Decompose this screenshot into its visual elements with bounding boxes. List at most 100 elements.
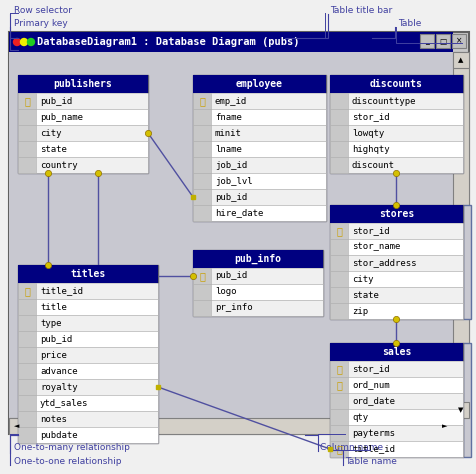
Text: ₽: ₽	[336, 226, 341, 236]
Text: qty: qty	[351, 412, 367, 421]
Bar	[193, 268, 322, 284]
Text: logo: logo	[215, 288, 236, 297]
Bar	[329, 377, 347, 393]
Bar	[9, 418, 25, 434]
Bar	[18, 331, 36, 347]
Bar	[18, 157, 148, 173]
Bar	[18, 331, 158, 347]
Bar	[452, 52, 468, 418]
Text: ▲: ▲	[457, 57, 463, 63]
Bar	[193, 75, 325, 221]
Text: ₽: ₽	[24, 96, 30, 106]
Bar	[329, 287, 347, 303]
Text: lname: lname	[215, 145, 241, 154]
Text: ₽: ₽	[198, 271, 205, 281]
Text: One-to-one relationship: One-to-one relationship	[14, 457, 121, 466]
Text: payterms: payterms	[351, 428, 394, 438]
Text: price: price	[40, 350, 67, 359]
Bar	[18, 347, 158, 363]
Bar	[329, 255, 462, 271]
Bar	[435, 34, 449, 48]
Text: minit: minit	[215, 128, 241, 137]
Bar	[329, 157, 462, 173]
Bar	[193, 284, 322, 300]
Bar	[329, 343, 462, 361]
Bar	[18, 379, 158, 395]
Text: title_id: title_id	[351, 445, 394, 454]
Text: advance: advance	[40, 366, 78, 375]
Bar	[329, 141, 347, 157]
Text: stores: stores	[378, 209, 413, 219]
Text: royalty: royalty	[40, 383, 78, 392]
Bar	[18, 395, 36, 411]
Text: DatabaseDiagram1 : Database Diagram (pubs): DatabaseDiagram1 : Database Diagram (pub…	[37, 37, 299, 47]
Text: titles: titles	[70, 269, 105, 279]
Text: Table name: Table name	[344, 457, 396, 466]
Text: □: □	[438, 36, 446, 46]
Bar	[329, 425, 347, 441]
Text: ►: ►	[441, 423, 447, 429]
Text: city: city	[40, 128, 61, 137]
Bar	[329, 223, 347, 239]
Text: discount: discount	[351, 161, 394, 170]
Bar	[193, 125, 210, 141]
Bar	[329, 271, 462, 287]
Text: ₽: ₽	[336, 380, 341, 390]
Bar	[18, 379, 36, 395]
Text: ×: ×	[455, 36, 461, 46]
Bar	[18, 93, 148, 109]
Bar	[9, 32, 452, 52]
Bar	[9, 418, 452, 434]
Bar	[193, 109, 325, 125]
Text: job_id: job_id	[215, 161, 247, 170]
Bar	[329, 409, 347, 425]
Bar	[18, 265, 158, 283]
Text: notes: notes	[40, 414, 67, 423]
Bar	[193, 93, 210, 109]
Text: ord_num: ord_num	[351, 381, 389, 390]
Text: title: title	[40, 302, 67, 311]
Bar	[18, 125, 148, 141]
Bar	[193, 250, 322, 268]
Text: _: _	[424, 36, 428, 46]
Text: pub_name: pub_name	[40, 112, 83, 121]
Bar	[18, 315, 158, 331]
Bar	[193, 268, 210, 284]
Text: pub_info: pub_info	[234, 254, 281, 264]
Bar	[193, 141, 325, 157]
Bar	[329, 361, 347, 377]
Bar	[329, 75, 462, 173]
Text: ytd_sales: ytd_sales	[40, 399, 88, 408]
Bar	[451, 34, 465, 48]
Bar	[452, 402, 468, 418]
Text: ₽: ₽	[198, 96, 205, 106]
Bar	[18, 395, 158, 411]
Text: lowqty: lowqty	[351, 128, 384, 137]
Bar	[329, 205, 462, 319]
Text: Row selector: Row selector	[14, 6, 72, 15]
Bar	[329, 93, 347, 109]
Bar	[329, 75, 462, 93]
Bar	[193, 189, 210, 205]
Bar	[329, 441, 462, 457]
Text: pub_id: pub_id	[215, 192, 247, 201]
Bar	[18, 427, 36, 443]
Bar	[329, 223, 462, 239]
Bar	[193, 250, 322, 316]
Bar	[329, 125, 347, 141]
Bar	[329, 287, 462, 303]
Text: discounttype: discounttype	[351, 97, 416, 106]
Bar	[18, 265, 158, 443]
Bar	[18, 75, 148, 93]
Bar	[18, 125, 36, 141]
Bar	[9, 52, 452, 418]
Text: state: state	[40, 145, 67, 154]
Bar	[18, 427, 158, 443]
Bar	[329, 125, 462, 141]
Bar	[452, 52, 468, 68]
Text: stor_name: stor_name	[351, 243, 399, 252]
Text: stor_id: stor_id	[351, 227, 389, 236]
Text: stor_address: stor_address	[351, 258, 416, 267]
Bar	[193, 125, 325, 141]
Bar	[193, 173, 325, 189]
